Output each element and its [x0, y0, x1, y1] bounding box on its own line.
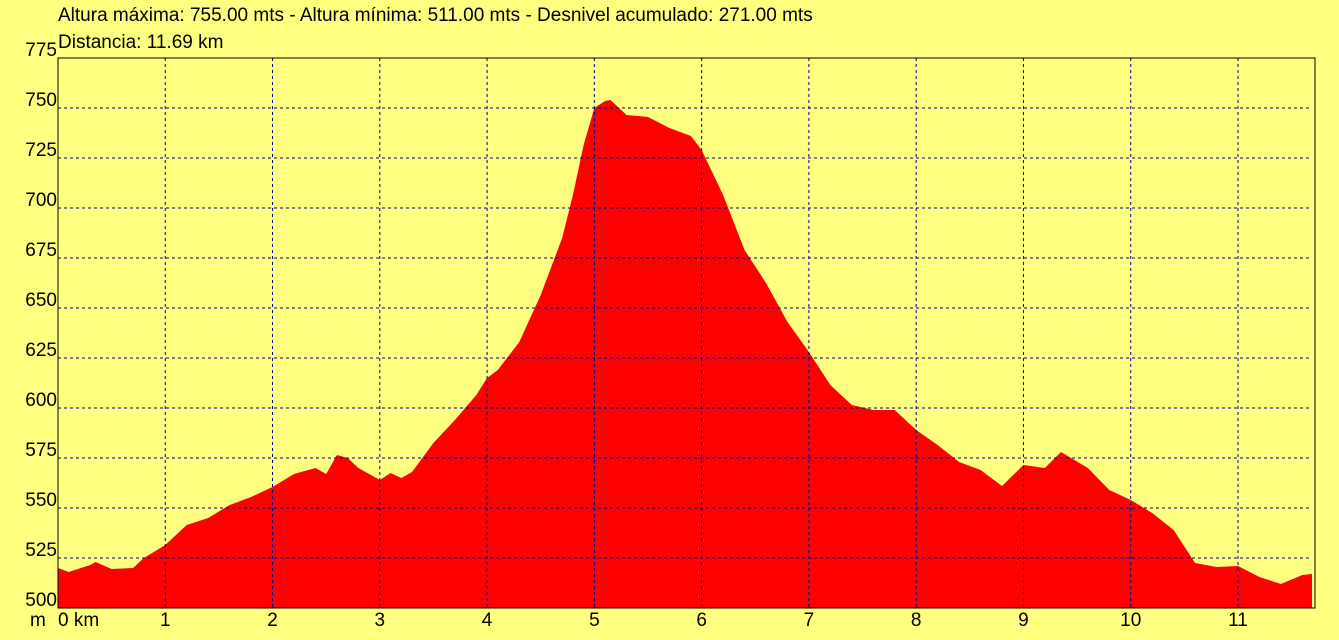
x-tick-label: 8	[911, 610, 922, 631]
y-tick-label: 775	[25, 40, 57, 61]
y-tick-label: 600	[25, 390, 57, 411]
x-tick-label: 4	[482, 610, 493, 631]
x-tick-label: 1	[160, 610, 171, 631]
y-tick-label: 575	[25, 440, 57, 461]
y-tick-label: 625	[25, 340, 57, 361]
y-axis-label: m	[30, 610, 46, 631]
x-tick-label: 7	[804, 610, 815, 631]
x-tick-label: 2	[267, 610, 278, 631]
y-tick-label: 500	[25, 590, 57, 611]
y-tick-label: 700	[25, 190, 57, 211]
x-tick-label: 6	[696, 610, 707, 631]
x-tick-label: 9	[1018, 610, 1029, 631]
x-tick-label: 5	[589, 610, 600, 631]
x-tick-label: 10	[1120, 610, 1141, 631]
elevation-area	[58, 100, 1312, 608]
y-tick-label: 725	[25, 140, 57, 161]
y-tick-label: 550	[25, 490, 57, 511]
x-tick-label: 11	[1228, 610, 1248, 631]
chart-title: Altura máxima: 755.00 mts - Altura mínim…	[58, 5, 813, 26]
y-tick-label: 650	[25, 290, 57, 311]
y-tick-label: 675	[25, 240, 57, 261]
plot-border	[57, 57, 1316, 609]
x-tick-label: 0 km	[58, 610, 99, 631]
y-tick-label: 525	[25, 540, 57, 561]
y-tick-label: 750	[25, 90, 57, 111]
x-tick-label: 3	[375, 610, 386, 631]
chart-subtitle: Distancia: 11.69 km	[58, 32, 223, 53]
